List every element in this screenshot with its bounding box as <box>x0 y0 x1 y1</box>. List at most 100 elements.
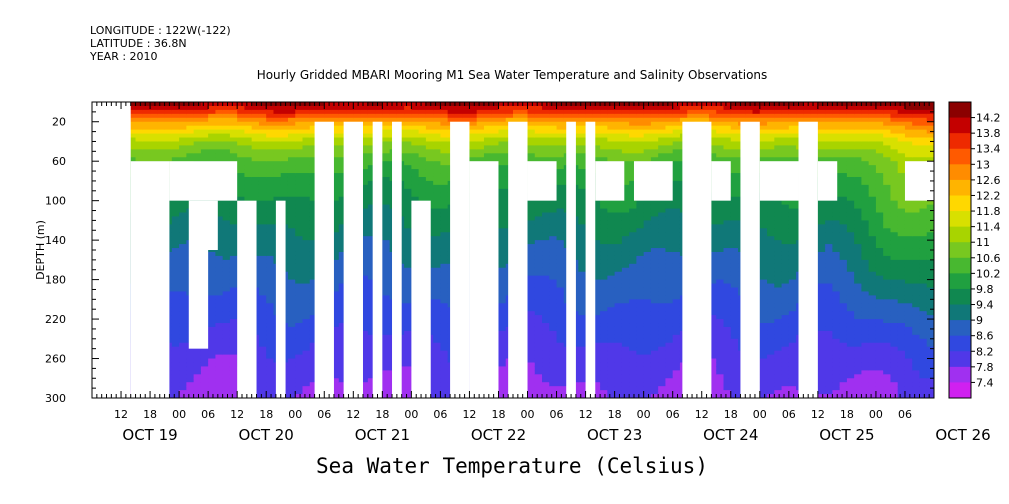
heat-cell <box>179 354 187 360</box>
heat-cell <box>251 188 260 194</box>
heat-cell <box>549 386 558 391</box>
heat-cell <box>179 299 187 304</box>
heat-cell <box>186 113 195 119</box>
heat-cell <box>382 105 391 111</box>
heat-cell <box>527 145 536 150</box>
heat-cell <box>287 133 296 139</box>
heat-cell <box>418 161 427 166</box>
heat-cell <box>527 350 536 356</box>
heat-cell <box>287 196 296 202</box>
heat-cell <box>498 362 507 368</box>
heat-cell <box>367 315 376 320</box>
heat-cell <box>433 386 442 391</box>
heat-cell <box>200 390 209 395</box>
heat-cell <box>302 362 311 368</box>
heat-cell <box>309 109 318 115</box>
heat-cell <box>433 244 442 249</box>
heat-cell <box>157 157 166 162</box>
heat-cell <box>556 299 565 304</box>
heat-cell <box>309 279 318 285</box>
heat-cell <box>563 117 572 123</box>
heat-cell <box>534 307 543 312</box>
heat-cell <box>208 283 216 289</box>
heat-cell <box>222 200 231 206</box>
heat-cell <box>520 102 529 107</box>
heat-cell <box>295 137 304 143</box>
heat-cell <box>171 224 180 229</box>
heat-cell <box>382 311 391 316</box>
heat-cell <box>287 342 296 348</box>
heat-cell <box>367 117 376 123</box>
heat-cell <box>309 133 318 139</box>
heat-cell <box>258 180 267 186</box>
heat-cell <box>229 319 238 324</box>
heat-cell <box>498 382 507 387</box>
heat-cell <box>534 208 543 214</box>
heat-cell <box>498 240 507 245</box>
heat-cell <box>164 113 173 119</box>
heat-cell <box>549 279 558 285</box>
heat-cell <box>309 184 318 190</box>
heat-cell <box>273 109 282 115</box>
heat-cell <box>258 232 267 237</box>
heat-cell <box>382 236 391 241</box>
heat-cell <box>215 141 224 147</box>
heat-cell <box>433 291 442 296</box>
heat-cell <box>266 188 275 194</box>
heat-cell <box>295 315 304 320</box>
heat-cell <box>287 338 296 344</box>
heat-cell <box>556 362 565 368</box>
heat-cell <box>171 330 180 336</box>
heat-cell <box>222 232 231 237</box>
heat-cell <box>534 382 543 387</box>
heat-cell <box>549 216 558 221</box>
heat-cell <box>295 165 304 170</box>
heat-cell <box>331 382 340 387</box>
heat-cell <box>251 165 260 170</box>
heat-cell <box>309 121 318 127</box>
heat-cell <box>440 248 449 253</box>
heat-cell <box>542 307 550 312</box>
heat-cell <box>273 192 282 198</box>
heat-cell <box>309 386 318 391</box>
heat-cell <box>404 295 412 300</box>
heat-cell <box>302 165 311 170</box>
heat-cell <box>360 295 369 300</box>
heat-cell <box>179 208 187 214</box>
heat-cell <box>222 394 231 398</box>
heat-cell <box>338 299 347 304</box>
heat-cell <box>280 117 289 123</box>
heat-cell <box>360 263 369 269</box>
heat-cell <box>498 208 507 214</box>
heat-cell <box>549 346 558 352</box>
heat-cell <box>171 323 180 328</box>
heat-cell <box>179 153 187 158</box>
heat-cell <box>454 105 463 111</box>
heat-cell <box>440 244 449 249</box>
heat-cell <box>287 192 296 198</box>
heat-cell <box>229 346 238 352</box>
heat-cell <box>331 224 340 229</box>
heat-cell <box>433 102 442 107</box>
heat-cell <box>193 133 202 139</box>
heat-cell <box>491 117 500 123</box>
heat-cell <box>542 145 550 150</box>
heat-cell <box>229 390 238 395</box>
heat-cell <box>258 275 267 281</box>
heat-cell <box>411 173 420 178</box>
heat-cell <box>462 109 471 115</box>
heat-cell <box>527 287 536 293</box>
heat-cell <box>382 326 391 332</box>
heat-cell <box>527 259 536 265</box>
heat-cell <box>229 334 238 340</box>
heat-cell <box>287 255 296 261</box>
heat-cell <box>280 184 289 190</box>
heat-cell <box>498 129 507 135</box>
heat-cell <box>251 145 260 150</box>
heat-cell <box>193 374 202 379</box>
heat-cell <box>542 287 550 293</box>
heat-cell <box>164 117 173 123</box>
heat-cell <box>338 165 347 170</box>
heat-cell <box>462 113 471 119</box>
heat-cell <box>331 208 340 214</box>
